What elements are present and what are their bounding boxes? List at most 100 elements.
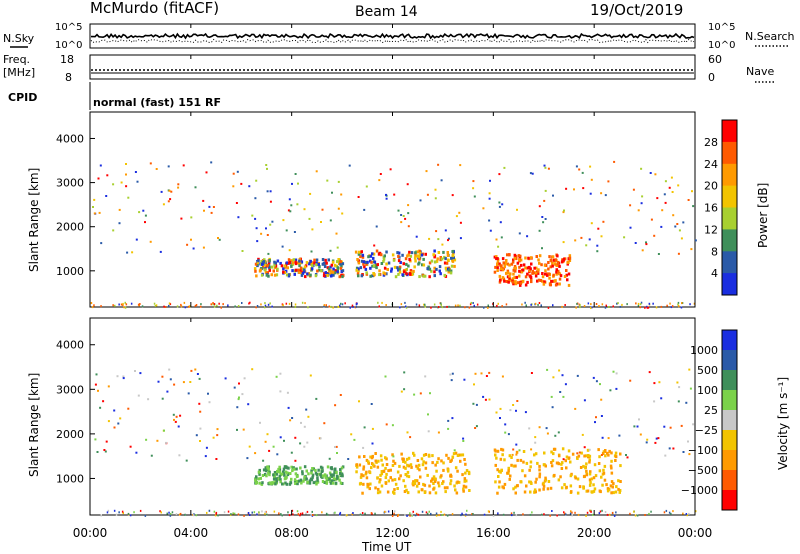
data-cell — [424, 466, 428, 470]
data-cell — [588, 472, 592, 476]
data-cell — [404, 513, 406, 516]
data-cell — [372, 252, 376, 256]
data-cell — [325, 481, 328, 485]
data-cell — [561, 258, 564, 262]
data-cell — [117, 422, 120, 425]
data-cell — [336, 268, 339, 272]
data-cell — [398, 265, 402, 269]
data-cell — [603, 464, 607, 468]
data-cell — [419, 392, 422, 395]
data-cell — [499, 278, 502, 282]
data-cell — [258, 481, 261, 485]
data-cell — [512, 258, 515, 262]
data-cell — [155, 304, 158, 307]
data-cell — [99, 164, 102, 167]
data-cell — [503, 458, 506, 462]
data-cell — [370, 512, 373, 515]
data-cell — [515, 257, 518, 261]
data-cell — [443, 513, 446, 516]
data-cell — [454, 466, 458, 470]
data-cell — [446, 305, 448, 308]
data-cell — [522, 450, 526, 453]
data-cell — [513, 276, 516, 280]
data-cell — [282, 470, 285, 474]
data-cell — [598, 455, 601, 459]
data-cell — [524, 283, 528, 287]
data-cell — [284, 269, 288, 273]
data-cell — [448, 305, 450, 308]
data-cell — [403, 388, 406, 391]
data-cell — [397, 272, 400, 276]
data-cell — [113, 426, 116, 429]
data-cell — [516, 458, 519, 462]
data-cell — [524, 411, 527, 414]
data-cell — [634, 514, 637, 517]
data-cell — [179, 414, 182, 417]
data-cell — [505, 259, 508, 262]
data-cell — [517, 254, 521, 258]
data-cell — [555, 272, 558, 276]
data-cell — [446, 254, 450, 257]
data-cell — [312, 467, 315, 471]
data-cell — [385, 197, 388, 200]
data-cell — [170, 190, 173, 193]
data-cell — [640, 301, 643, 304]
data-cell — [428, 484, 431, 488]
data-cell — [597, 462, 601, 465]
data-cell — [506, 271, 510, 275]
data-cell — [459, 304, 461, 307]
data-cell — [130, 302, 133, 305]
data-cell — [261, 474, 265, 477]
data-cell — [120, 181, 123, 184]
data-cell — [569, 460, 572, 464]
nsearch-trace — [90, 38, 695, 44]
data-cell — [576, 374, 579, 377]
data-cell — [647, 306, 650, 309]
data-cell — [282, 304, 284, 307]
data-cell — [446, 514, 449, 517]
data-cell — [550, 259, 553, 263]
data-cell — [428, 491, 432, 495]
data-cell — [519, 281, 523, 285]
data-cell — [645, 441, 648, 444]
data-cell — [361, 253, 365, 257]
data-cell — [144, 221, 146, 224]
data-cell — [399, 306, 401, 309]
data-cell — [506, 253, 509, 257]
data-cell — [497, 512, 499, 515]
data-cell — [281, 482, 284, 486]
data-cell — [524, 275, 528, 279]
data-cell — [380, 484, 384, 488]
data-cell — [598, 305, 600, 307]
data-cell — [430, 269, 433, 273]
data-cell — [464, 306, 466, 309]
data-cell — [169, 514, 172, 517]
data-cell — [315, 261, 318, 265]
data-cell — [508, 276, 511, 280]
data-cell — [382, 259, 385, 263]
data-cell — [500, 236, 503, 239]
data-cell — [257, 470, 261, 474]
data-cell — [570, 510, 572, 513]
data-cell — [296, 510, 299, 513]
data-cell — [453, 484, 456, 488]
data-cell — [372, 463, 375, 467]
data-cell — [406, 431, 409, 434]
colorbar-swatch — [722, 141, 737, 165]
data-cell — [371, 274, 374, 278]
data-cell — [357, 274, 360, 278]
data-cell — [578, 168, 581, 171]
data-cell — [329, 219, 332, 222]
data-cell — [447, 427, 450, 430]
data-cell — [462, 487, 465, 491]
data-cell — [278, 512, 280, 515]
data-cell — [330, 270, 334, 274]
data-cell — [475, 425, 478, 428]
data-cell — [462, 489, 465, 493]
data-cell — [558, 264, 561, 268]
data-cell — [497, 475, 500, 478]
data-cell — [134, 171, 137, 173]
data-cell — [574, 407, 577, 410]
data-cell — [428, 261, 432, 265]
